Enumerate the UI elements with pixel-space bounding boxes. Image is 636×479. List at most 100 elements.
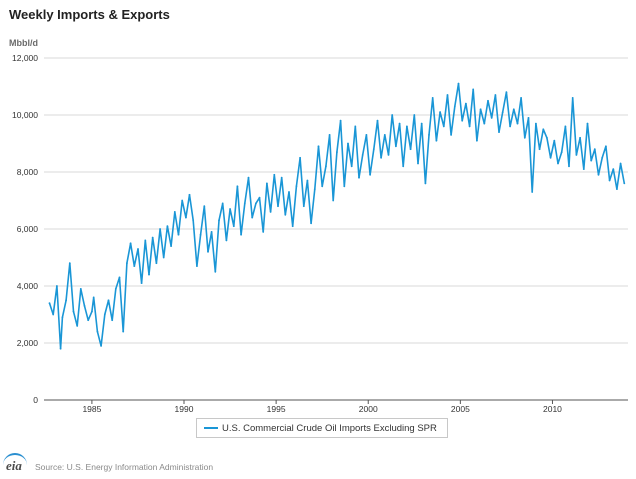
data-point xyxy=(188,193,191,196)
data-point xyxy=(505,91,508,94)
legend[interactable]: U.S. Commercial Crude Oil Imports Exclud… xyxy=(196,418,448,438)
data-point xyxy=(87,319,90,322)
data-point xyxy=(203,205,206,208)
data-point xyxy=(568,165,570,168)
eia-logo-arc-icon xyxy=(3,453,27,465)
data-point xyxy=(210,231,213,233)
data-point xyxy=(590,159,593,162)
x-tick-label: 1990 xyxy=(175,404,194,414)
data-point xyxy=(616,188,618,191)
data-point xyxy=(144,239,147,242)
data-point xyxy=(310,222,312,225)
y-tick-label: 6,000 xyxy=(17,224,39,234)
y-tick-label: 10,000 xyxy=(12,110,38,120)
data-point xyxy=(221,202,224,205)
data-point xyxy=(435,139,438,142)
data-point xyxy=(225,239,228,242)
data-point xyxy=(199,233,202,236)
data-point xyxy=(446,94,449,96)
data-point xyxy=(295,185,298,188)
data-point xyxy=(369,173,371,176)
data-point xyxy=(439,111,441,113)
data-point xyxy=(575,154,578,156)
grid-lines xyxy=(44,57,628,344)
data-point xyxy=(247,176,250,179)
data-point xyxy=(48,302,51,304)
data-point xyxy=(170,245,173,248)
data-point xyxy=(103,313,106,316)
data-point xyxy=(328,134,331,136)
data-point xyxy=(218,219,220,222)
data-point xyxy=(137,248,139,250)
data-point xyxy=(509,125,511,128)
data-point xyxy=(68,262,71,265)
data-point xyxy=(601,156,604,159)
data-point xyxy=(129,242,132,245)
x-tick-label: 2000 xyxy=(359,404,378,414)
data-point xyxy=(302,205,305,208)
data-point xyxy=(383,134,386,136)
data-point xyxy=(420,122,423,125)
data-point xyxy=(166,225,169,228)
data-point xyxy=(402,165,405,168)
data-point xyxy=(483,122,486,125)
data-point xyxy=(380,156,382,159)
data-point xyxy=(612,168,615,171)
data-point xyxy=(243,202,246,205)
data-point xyxy=(523,136,526,139)
data-point xyxy=(280,176,283,179)
series-group xyxy=(48,82,626,350)
data-point xyxy=(83,305,86,307)
eia-logo[interactable]: eia xyxy=(6,458,22,473)
data-point xyxy=(321,185,324,188)
data-point xyxy=(498,131,500,134)
data-point xyxy=(350,165,353,168)
data-point xyxy=(269,211,272,213)
data-point xyxy=(560,151,563,154)
data-point xyxy=(288,191,290,193)
data-point xyxy=(229,208,232,210)
data-point xyxy=(72,310,75,313)
data-point xyxy=(479,108,482,111)
data-point xyxy=(107,299,110,302)
data-point xyxy=(240,233,243,236)
data-point xyxy=(159,228,162,230)
data-point xyxy=(61,316,64,319)
data-point xyxy=(65,299,67,302)
data-point xyxy=(476,139,478,142)
y-tick-label: 2,000 xyxy=(17,338,39,348)
data-point xyxy=(133,265,136,267)
data-point xyxy=(126,262,128,265)
data-point xyxy=(579,136,581,139)
data-point xyxy=(114,288,117,290)
footer: eia Source: U.S. Energy Information Admi… xyxy=(0,453,636,479)
data-point xyxy=(59,347,62,350)
data-point xyxy=(192,219,195,222)
data-point xyxy=(251,216,254,219)
data-point xyxy=(387,154,390,156)
source-note: Source: U.S. Energy Information Administ… xyxy=(35,462,214,472)
x-tick-label: 1995 xyxy=(267,404,286,414)
data-point xyxy=(461,119,464,122)
data-point xyxy=(118,276,121,279)
data-point xyxy=(214,270,217,273)
data-point xyxy=(122,330,125,333)
data-point xyxy=(453,105,456,108)
data-point xyxy=(100,345,102,347)
y-axis-unit-label: Mbbl/d xyxy=(9,38,38,48)
y-tick-label: 12,000 xyxy=(12,53,38,63)
data-point xyxy=(450,134,452,136)
data-point xyxy=(431,97,434,99)
series-line[interactable] xyxy=(48,82,626,350)
data-point xyxy=(196,265,198,267)
data-point xyxy=(140,282,143,284)
data-point xyxy=(343,185,346,188)
data-point xyxy=(472,88,475,91)
data-point xyxy=(339,119,342,122)
data-point xyxy=(155,262,158,265)
data-point xyxy=(91,310,93,313)
data-point xyxy=(232,225,235,228)
data-point xyxy=(173,211,176,213)
data-point xyxy=(347,142,349,145)
